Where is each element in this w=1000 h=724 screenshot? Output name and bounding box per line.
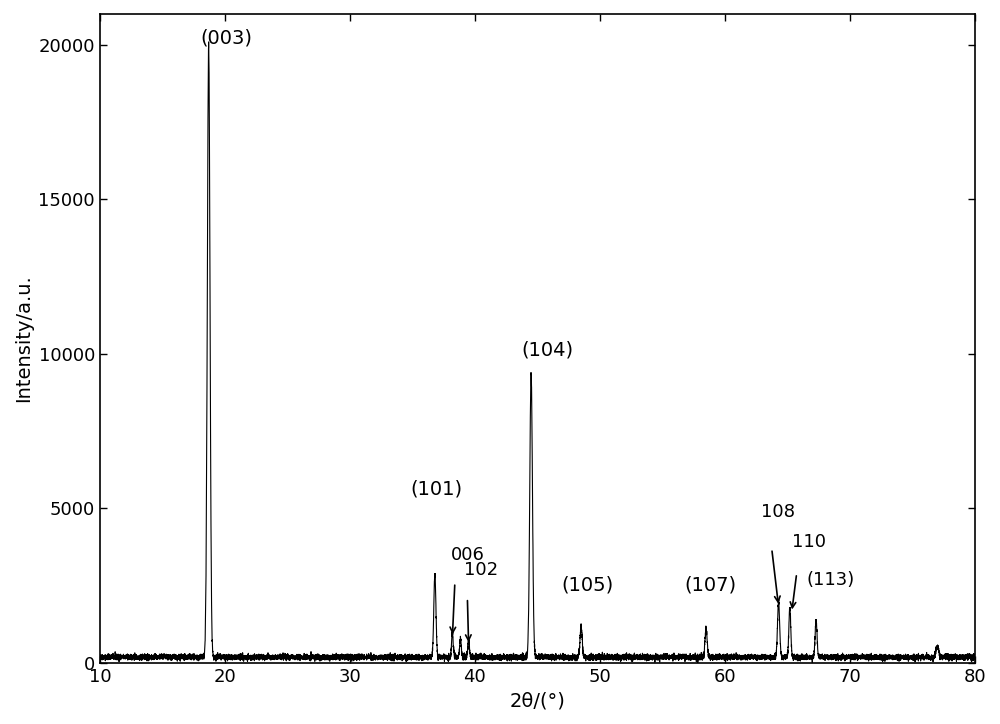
- Text: (107): (107): [685, 576, 737, 594]
- Text: (105): (105): [561, 576, 613, 594]
- Text: (003): (003): [200, 29, 252, 48]
- X-axis label: 2θ/(°): 2θ/(°): [509, 691, 565, 710]
- Text: (113): (113): [806, 571, 854, 589]
- Y-axis label: Intensity/a.u.: Intensity/a.u.: [14, 274, 33, 402]
- Text: (101): (101): [410, 480, 462, 499]
- Text: 102: 102: [464, 561, 498, 579]
- Text: 006: 006: [451, 546, 484, 564]
- Text: (104): (104): [521, 341, 573, 360]
- Text: 108: 108: [761, 502, 795, 521]
- Text: 110: 110: [792, 534, 826, 552]
